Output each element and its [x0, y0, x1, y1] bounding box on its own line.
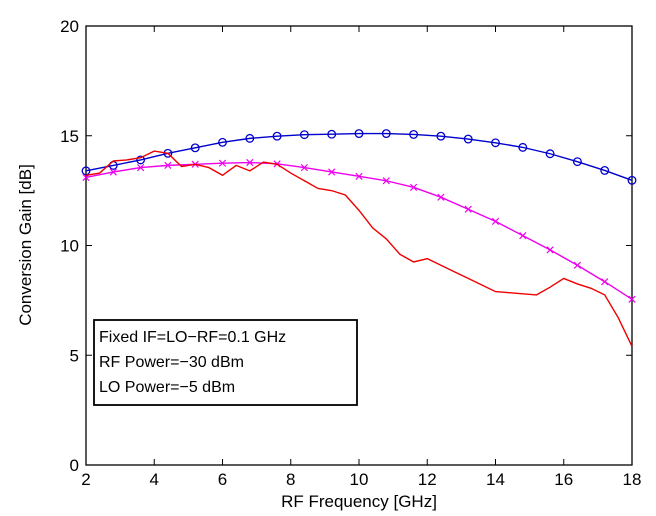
data-point [245, 133, 255, 143]
data-point [463, 134, 473, 144]
data-point [628, 295, 636, 303]
annotation-line-if: Fixed IF=LO−RF=0.1 GHz [99, 329, 286, 346]
data-point [136, 163, 145, 172]
x-tick-label: 18 [623, 470, 642, 489]
annotation-line-rf-power: RF Power=−30 dBm [99, 354, 244, 371]
data-point [327, 129, 337, 139]
data-point [355, 172, 363, 180]
data-point [519, 231, 527, 240]
data-point [164, 161, 172, 170]
x-tick-label: 16 [554, 470, 573, 489]
y-tick-label: 15 [60, 127, 79, 146]
series-line [85, 132, 633, 181]
data-point [600, 165, 610, 175]
data-point [328, 168, 336, 176]
y-tick-label: 10 [60, 237, 79, 256]
x-tick-label: 8 [286, 470, 295, 489]
data-point [272, 131, 282, 141]
data-point [300, 163, 309, 172]
x-tick-label: 10 [350, 470, 369, 489]
x-tick-label: 4 [150, 470, 159, 489]
data-point [136, 155, 146, 165]
data-point [546, 246, 554, 254]
annotation-line-lo-power: LO Power=−5 dBm [99, 379, 235, 396]
annotation-box: Fixed IF=LO−RF=0.1 GHz RF Power=−30 dBm … [93, 319, 358, 406]
series-layer [81, 129, 637, 347]
x-axis-ticks: 2 4 6 8 10 12 14 16 18 [81, 26, 641, 489]
data-point [436, 131, 446, 141]
data-point [409, 183, 418, 191]
data-point [109, 168, 117, 176]
data-point [573, 261, 582, 269]
series-magenta-x [82, 158, 636, 303]
series-red [85, 150, 633, 347]
x-tick-label: 12 [418, 470, 437, 489]
data-point [545, 149, 555, 159]
data-point [190, 143, 200, 153]
y-tick-label: 5 [70, 346, 79, 365]
data-point [437, 193, 445, 201]
data-point [246, 158, 254, 167]
data-point [572, 157, 582, 167]
y-axis-label: Conversion Gain [dB] [16, 164, 35, 326]
data-point [491, 138, 500, 148]
data-point [299, 130, 309, 140]
x-tick-label: 14 [486, 470, 505, 489]
data-point [627, 175, 637, 185]
data-point [491, 217, 500, 225]
data-point [601, 278, 609, 286]
x-tick-label: 2 [81, 470, 90, 489]
data-point [381, 129, 391, 139]
data-point [409, 129, 419, 139]
y-tick-label: 0 [70, 456, 79, 475]
data-point [518, 142, 528, 152]
y-tick-label: 20 [60, 17, 79, 36]
y-axis-ticks: 0 5 10 15 20 [60, 17, 632, 475]
data-point [464, 205, 472, 213]
series-blue-circle [81, 129, 637, 185]
series-line [85, 150, 633, 347]
data-point [382, 177, 390, 185]
x-tick-label: 6 [218, 470, 227, 489]
data-point [354, 129, 364, 139]
data-point [218, 159, 227, 167]
annotation-frame [93, 319, 358, 406]
x-axis-label: RF Frequency [GHz] [281, 492, 437, 511]
data-point [218, 137, 227, 147]
